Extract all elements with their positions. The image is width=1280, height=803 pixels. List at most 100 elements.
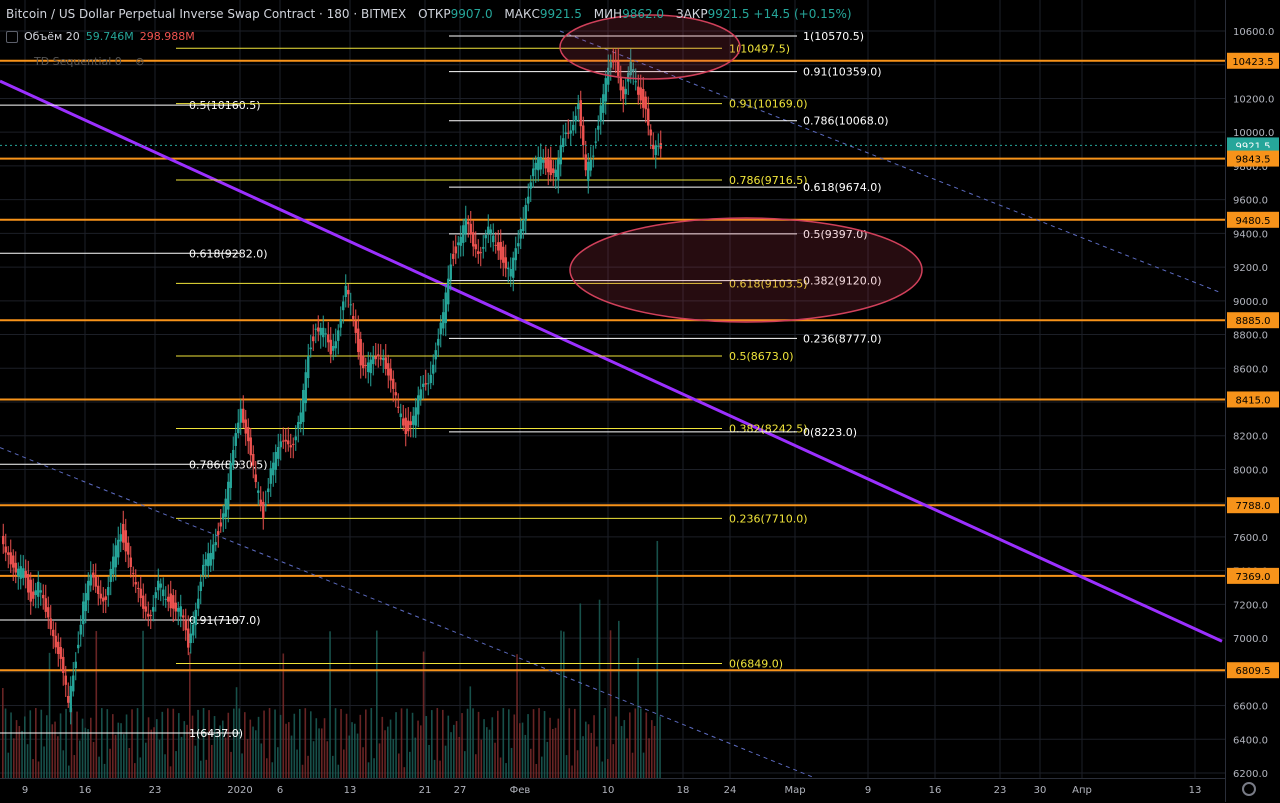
candle-body xyxy=(357,328,360,353)
volume-bar xyxy=(469,686,472,778)
volume-bar xyxy=(612,744,615,778)
hidden-eye-icon[interactable]: ⊘ xyxy=(135,55,145,68)
volume-bar xyxy=(535,763,538,778)
candle-body xyxy=(632,69,635,72)
volume-bar xyxy=(222,720,224,778)
candle-body xyxy=(197,598,200,609)
candle-body xyxy=(229,462,232,488)
candle-body xyxy=(469,223,472,235)
fib-label-left: 0.91(7107.0) xyxy=(189,614,261,627)
symbol-title[interactable]: Bitcoin / US Dollar Perpetual Inverse Sw… xyxy=(6,7,407,21)
volume-bar xyxy=(593,715,595,778)
volume-bar xyxy=(296,749,298,778)
volume-bar xyxy=(403,767,406,778)
candle-body xyxy=(444,292,447,324)
candle-body xyxy=(344,285,347,298)
volume-bar xyxy=(329,631,331,778)
volume-bar xyxy=(304,708,307,778)
volume-bar xyxy=(219,725,221,778)
drawing-overlays[interactable] xyxy=(0,14,1225,323)
candle-body xyxy=(112,556,115,575)
candle-body xyxy=(427,383,430,385)
candle-body xyxy=(107,587,110,596)
candle-body xyxy=(29,579,32,602)
volume-bar xyxy=(169,766,172,778)
candle-body xyxy=(4,546,7,553)
fib-label-right: 1(10570.5) xyxy=(803,30,864,43)
fibonacci-levels[interactable]: 0.5(10160.5) 0.618(9282.0) 0.786(8030.5) 0.… xyxy=(0,30,889,740)
candle-body xyxy=(634,81,637,83)
volume-bar xyxy=(642,752,645,778)
td-sequential-legend[interactable]: TD Sequential 0 ⊘ xyxy=(34,55,145,68)
volume-bar xyxy=(447,715,450,778)
volume-bar xyxy=(161,711,164,778)
candle-body xyxy=(577,103,580,110)
volume-bar xyxy=(637,657,639,778)
candle-body xyxy=(317,327,320,332)
volume-bar xyxy=(40,709,43,778)
candle-body xyxy=(74,661,77,669)
candle-body xyxy=(182,615,185,618)
candle-body xyxy=(167,596,170,602)
volume-bar xyxy=(103,763,106,778)
volume-bar xyxy=(466,708,469,778)
volume-bar xyxy=(216,731,219,778)
candle-body xyxy=(72,675,75,692)
candle-body xyxy=(329,339,332,355)
candle-body xyxy=(477,251,480,255)
volume-bar xyxy=(604,708,606,778)
candle-body xyxy=(572,124,575,131)
candle-body xyxy=(22,568,25,578)
candle-body xyxy=(557,158,560,181)
volume-bar xyxy=(114,734,117,778)
candle-body xyxy=(39,590,42,593)
volume-bar xyxy=(172,708,175,778)
candle-body xyxy=(584,154,587,171)
candle-body xyxy=(177,607,180,612)
candle-body xyxy=(202,564,205,576)
candle-body xyxy=(89,574,92,586)
volume-bar xyxy=(615,716,617,778)
candle-body xyxy=(419,389,422,400)
candle-body xyxy=(154,592,157,599)
candle-body xyxy=(524,205,527,221)
volume-bar xyxy=(620,726,623,778)
volume-bar xyxy=(502,708,505,778)
fib-label-right: 0.786(10068.0) xyxy=(803,115,889,128)
candle-body xyxy=(59,647,62,659)
volume-bar xyxy=(101,708,103,778)
settings-gear-icon[interactable] xyxy=(1242,782,1256,796)
support-resistance-levels[interactable] xyxy=(0,30,1225,779)
candle-body xyxy=(122,523,125,543)
candle-body xyxy=(354,320,357,333)
volume-bar xyxy=(444,745,447,778)
candle-body xyxy=(472,232,475,247)
time-axis[interactable] xyxy=(0,778,1225,803)
candle-body xyxy=(129,557,132,568)
price-axis[interactable] xyxy=(1225,0,1280,802)
candle-body xyxy=(117,539,120,558)
candle-body xyxy=(277,447,280,459)
candle-body xyxy=(497,242,500,251)
volume-bar xyxy=(579,603,582,778)
volume-bar xyxy=(609,630,612,778)
collapse-icon[interactable] xyxy=(6,30,18,43)
volume-bar xyxy=(200,760,202,778)
candle-body xyxy=(67,695,70,703)
volume-bar xyxy=(488,729,491,778)
volume-bar xyxy=(321,728,323,778)
candle-body xyxy=(9,552,12,565)
candle-body xyxy=(587,161,590,181)
volume-indicator-legend[interactable]: Объём 20 59.746M 298.988M xyxy=(6,30,195,43)
volume-bar xyxy=(263,710,265,778)
open-value: 9907.0 xyxy=(450,7,493,21)
highlight-ellipse-top xyxy=(559,14,741,80)
volume-bar xyxy=(477,711,480,778)
volume-bar xyxy=(560,630,562,778)
volume-bar xyxy=(197,709,199,778)
candle-body xyxy=(392,378,395,389)
candle-body xyxy=(294,436,297,441)
volume-bar xyxy=(543,711,546,778)
volume-bar xyxy=(145,742,147,778)
